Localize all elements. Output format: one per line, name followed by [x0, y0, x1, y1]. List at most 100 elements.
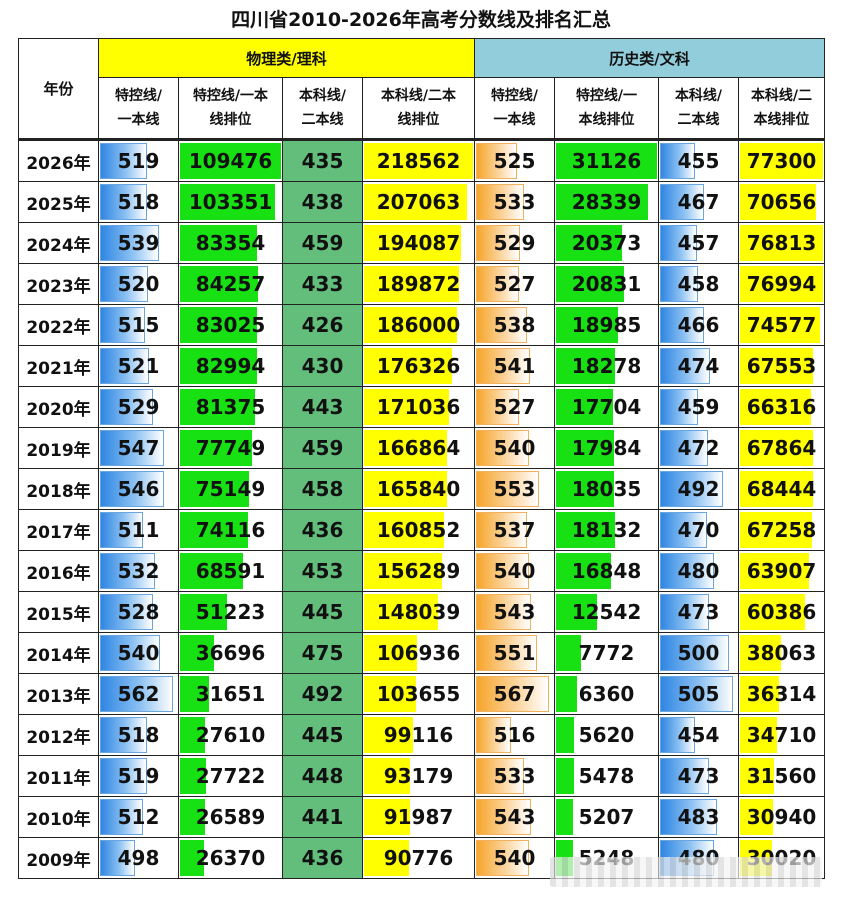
data-bar	[180, 143, 281, 179]
header-col-7-line-1: 本线排位	[753, 112, 810, 128]
year-cell: 2022年	[18, 304, 99, 346]
cell-value: 472	[677, 436, 720, 460]
cell-value: 189872	[376, 272, 461, 296]
data-bar	[364, 840, 410, 876]
cell-value: 6360	[578, 682, 635, 706]
cell-value: 5478	[578, 764, 635, 788]
value-cell-col-5: 31126	[554, 138, 659, 182]
cell-value: 106936	[376, 641, 461, 665]
table-row: 2023年 520 84257 433 189872 527 20831 458 76994	[18, 263, 825, 305]
value-cell-col-4: 529	[474, 222, 555, 264]
cell-value: 26589	[195, 805, 266, 829]
cell-value: 470	[677, 518, 720, 542]
header-col-3-line-1: 线排位	[397, 112, 440, 128]
value-cell-col-3: 218562	[362, 138, 475, 182]
data-bar	[740, 307, 821, 343]
value-cell-col-3: 186000	[362, 304, 475, 346]
value-cell-col-5: 12542	[554, 591, 659, 633]
data-bar	[556, 307, 618, 343]
data-bar	[660, 184, 705, 220]
value-cell-col-0: 512	[98, 796, 179, 838]
data-bar	[364, 184, 468, 220]
cell-value: 473	[677, 764, 720, 788]
value-cell-col-7: 60386	[738, 591, 825, 633]
cell-value: 81375	[195, 395, 266, 419]
cell-value: 529	[117, 395, 160, 419]
year-cell: 2014年	[18, 632, 99, 674]
cell-value: 166864	[376, 436, 461, 460]
data-bar	[364, 225, 461, 261]
data-bar	[100, 430, 165, 466]
data-bar	[740, 266, 823, 302]
value-cell-col-7: 76813	[738, 222, 825, 264]
year-cell: 2011年	[18, 755, 99, 797]
data-bar	[364, 143, 473, 179]
data-bar	[556, 758, 574, 794]
data-bar	[740, 184, 816, 220]
cell-value: 473	[677, 600, 720, 624]
data-bar	[740, 143, 823, 179]
data-bar	[660, 143, 696, 179]
value-cell-col-2: 426	[282, 304, 363, 346]
cell-value: 93179	[383, 764, 454, 788]
data-bar	[100, 471, 164, 507]
data-bar	[476, 676, 550, 712]
data-bar	[180, 635, 214, 671]
value-cell-col-0: 540	[98, 632, 179, 674]
data-bar	[364, 717, 414, 753]
cell-value: 540	[117, 641, 160, 665]
header-col-5-line-1: 本线排位	[578, 112, 635, 128]
value-cell-col-7: 67553	[738, 345, 825, 387]
value-cell-col-2: 430	[282, 345, 363, 387]
value-cell-col-1: 36696	[178, 632, 283, 674]
value-cell-col-5: 20373	[554, 222, 659, 264]
value-cell-col-3: 160852	[362, 509, 475, 551]
cell-value: 75149	[195, 477, 266, 501]
value-cell-col-3: 166864	[362, 427, 475, 469]
value-cell-col-7: 77300	[738, 138, 825, 182]
value-cell-col-3: 99116	[362, 714, 475, 756]
value-cell-col-6: 472	[658, 427, 739, 469]
year-cell: 2016年	[18, 550, 99, 592]
header-col-4-line-0: 特控线/	[490, 88, 539, 104]
cell-value: 547	[117, 436, 160, 460]
data-bar	[364, 348, 452, 384]
cell-value: 457	[677, 231, 720, 255]
header-col-0-line-1: 一本线	[117, 112, 160, 128]
value-cell-col-5: 18985	[554, 304, 659, 346]
value-cell-col-1: 27610	[178, 714, 283, 756]
cell-value: 77749	[195, 436, 266, 460]
value-cell-col-6: 473	[658, 755, 739, 797]
data-bar	[364, 307, 457, 343]
cell-value: 67864	[746, 436, 817, 460]
data-bar	[556, 635, 582, 671]
value-cell-col-2: 445	[282, 714, 363, 756]
data-bar	[100, 676, 174, 712]
data-bar	[660, 471, 724, 507]
data-bar	[740, 389, 812, 425]
data-bar	[364, 594, 438, 630]
cell-value: 83025	[195, 313, 266, 337]
data-bar	[476, 348, 530, 384]
value-cell-col-0: 515	[98, 304, 179, 346]
value-cell-col-6: 454	[658, 714, 739, 756]
data-bar	[100, 266, 148, 302]
cell-value: 31126	[571, 149, 642, 173]
cell-value: 34710	[746, 723, 817, 747]
cell-value: 103655	[376, 682, 461, 706]
value-cell-col-0: 532	[98, 550, 179, 592]
header-col-1-line-1: 线排位	[209, 112, 252, 128]
value-cell-col-1: 84257	[178, 263, 283, 305]
data-bar	[364, 676, 416, 712]
data-bar	[660, 348, 710, 384]
value-cell-col-7: 31560	[738, 755, 825, 797]
table-row: 2021年 521 82994 430 176326 541 18278 474 67553	[18, 345, 825, 387]
cell-value: 207063	[376, 190, 461, 214]
data-bar	[740, 553, 809, 589]
value-cell-col-0: 519	[98, 755, 179, 797]
cell-value: 66316	[746, 395, 817, 419]
value-cell-col-0: 546	[98, 468, 179, 510]
value-cell-col-2: 492	[282, 673, 363, 715]
value-cell-col-7: 36314	[738, 673, 825, 715]
value-cell-col-1: 109476	[178, 138, 283, 182]
